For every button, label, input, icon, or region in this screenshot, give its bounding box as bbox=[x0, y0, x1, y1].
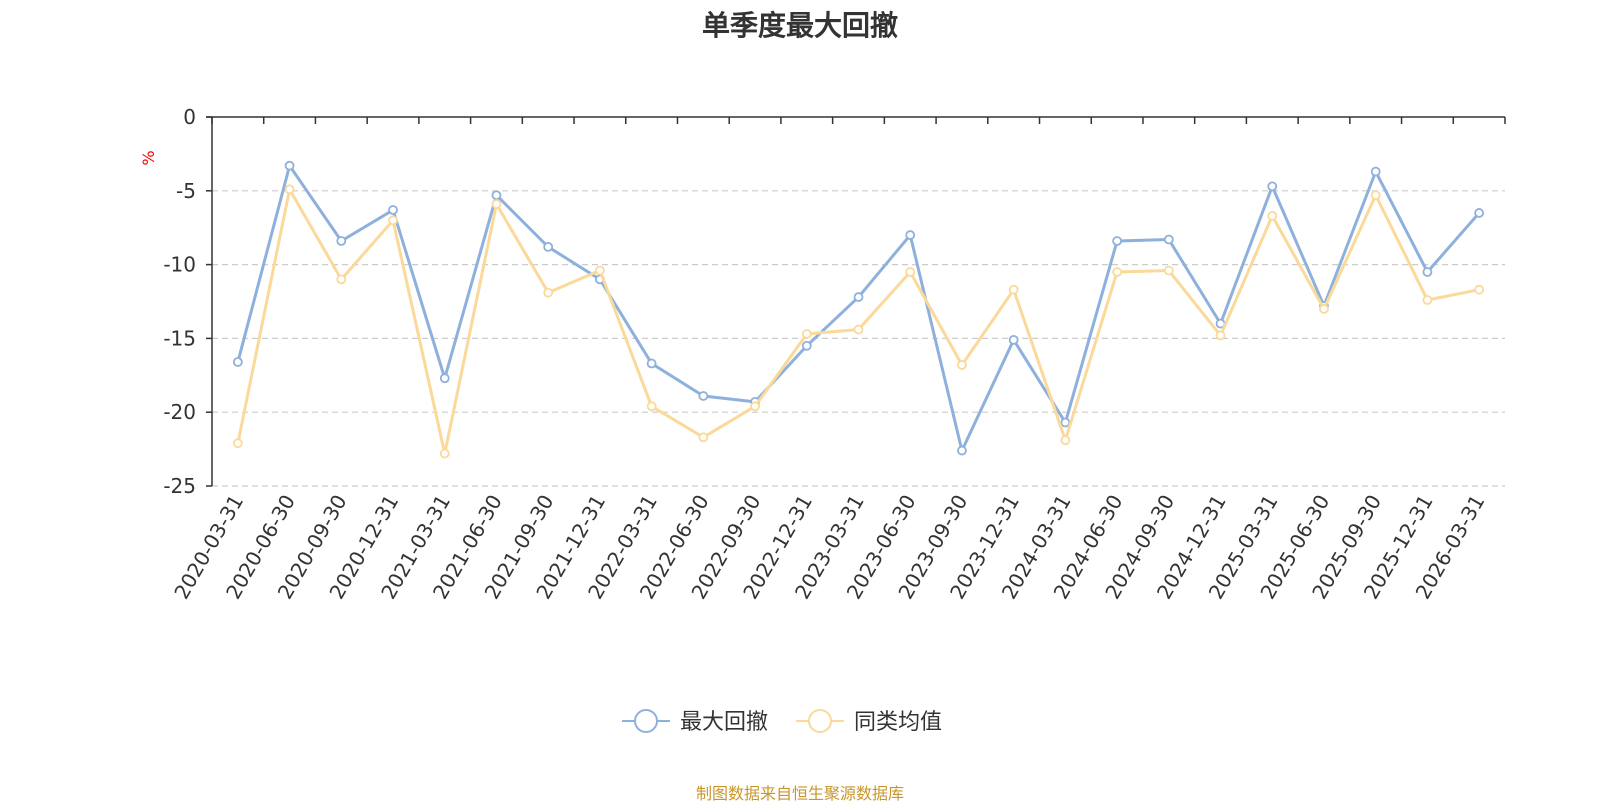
data-point bbox=[336, 274, 347, 285]
data-point bbox=[1370, 166, 1381, 177]
data-point bbox=[491, 190, 502, 201]
data-point bbox=[543, 241, 554, 252]
data-point bbox=[1422, 267, 1433, 277]
data-point bbox=[853, 324, 864, 335]
data-point bbox=[801, 340, 812, 351]
y-tick-label: -15 bbox=[163, 326, 196, 350]
y-axis-unit: % bbox=[139, 150, 158, 165]
legend: 最大回撤 同类均值 bbox=[622, 709, 942, 735]
data-point bbox=[439, 373, 450, 384]
data-point bbox=[388, 205, 398, 215]
data-point bbox=[232, 357, 243, 367]
data-point bbox=[439, 448, 450, 459]
data-point bbox=[1008, 284, 1019, 295]
data-point bbox=[750, 401, 760, 412]
data-point bbox=[698, 391, 709, 401]
data-point bbox=[905, 230, 916, 240]
data-point bbox=[284, 184, 295, 195]
data-point bbox=[1060, 417, 1071, 428]
legend-label: 最大回撤 bbox=[680, 710, 768, 735]
data-point bbox=[1474, 208, 1485, 218]
legend-marker bbox=[634, 709, 658, 733]
y-tick-label: 0 bbox=[183, 105, 196, 129]
data-point bbox=[1163, 265, 1174, 276]
data-point bbox=[543, 287, 554, 298]
series-line-2 bbox=[236, 187, 1480, 456]
data-point bbox=[232, 438, 243, 449]
data-point bbox=[1112, 236, 1122, 246]
data-point bbox=[388, 215, 398, 226]
y-tick-label: -20 bbox=[163, 400, 196, 424]
data-point bbox=[1370, 190, 1381, 201]
data-point bbox=[1215, 330, 1226, 341]
y-tick-label: -25 bbox=[163, 474, 196, 498]
data-point bbox=[905, 267, 916, 277]
y-tick-label: -5 bbox=[176, 179, 196, 203]
data-point bbox=[1008, 334, 1019, 345]
data-point bbox=[1474, 284, 1485, 295]
data-point bbox=[1060, 435, 1071, 446]
data-point bbox=[1267, 181, 1278, 192]
data-point bbox=[698, 432, 709, 443]
series-layer bbox=[232, 160, 1485, 459]
data-point bbox=[1163, 234, 1174, 245]
data-point bbox=[284, 160, 295, 171]
data-point bbox=[1319, 303, 1329, 314]
source-note: 制图数据来自恒生聚源数据库 bbox=[695, 784, 904, 803]
y-tick-label: -10 bbox=[163, 253, 196, 277]
chart-title: 单季度最大回撤 bbox=[701, 9, 898, 42]
data-point bbox=[801, 329, 812, 339]
data-point bbox=[1267, 210, 1278, 221]
data-point bbox=[646, 358, 657, 369]
data-point bbox=[1422, 295, 1433, 305]
series-line-1 bbox=[236, 164, 1481, 453]
data-point bbox=[336, 236, 347, 246]
data-point bbox=[595, 265, 605, 276]
data-point bbox=[957, 360, 967, 370]
grid-layer bbox=[212, 190, 1505, 487]
data-point bbox=[1112, 267, 1122, 277]
data-point bbox=[957, 445, 967, 456]
data-point bbox=[646, 401, 657, 412]
legend-label: 同类均值 bbox=[854, 710, 942, 735]
legend-marker bbox=[808, 709, 832, 733]
data-point bbox=[853, 292, 864, 302]
data-point bbox=[491, 199, 502, 209]
axis-layer: 0-5-10-15-20-25%2020-03-312020-06-302020… bbox=[139, 105, 1506, 603]
